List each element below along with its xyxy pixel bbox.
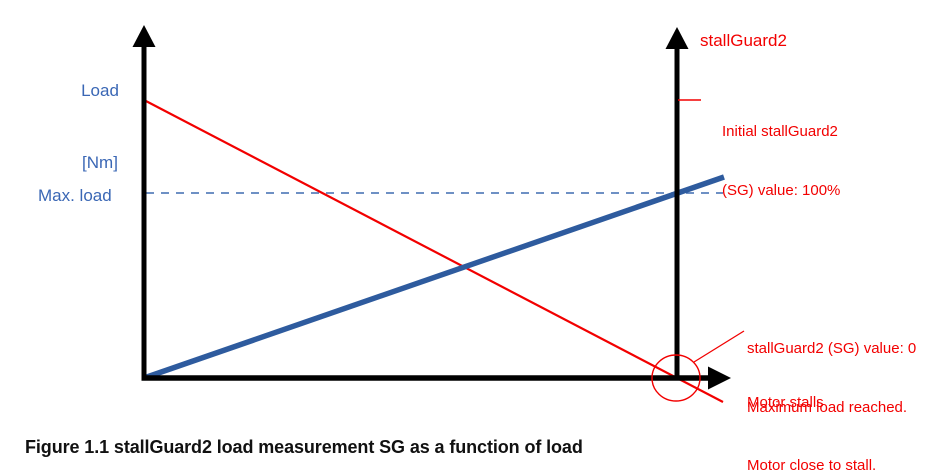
initial-sg-annotation-line2: (SG) value: 100% — [722, 181, 841, 199]
left-axis-title: Load [Nm] — [68, 31, 132, 223]
right-axis-arrowhead-icon — [665, 27, 689, 49]
sg-zero-annotation-line2: Maximum load reached. — [747, 398, 908, 416]
stall-point-circle — [651, 354, 701, 402]
max-load-label: Max. load — [38, 186, 112, 205]
left-axis-title-line1: Load — [81, 81, 119, 100]
load-line — [143, 174, 725, 381]
left-axis-arrowhead-icon — [132, 25, 156, 47]
initial-sg-annotation: Initial stallGuard2 (SG) value: 100% — [722, 83, 840, 239]
initial-sg-annotation-line1: Initial stallGuard2 — [722, 123, 838, 140]
sg-zero-leader-line — [693, 330, 745, 363]
x-axis-arrowhead-icon — [708, 366, 731, 390]
right-axis-title: stallGuard2 — [700, 31, 787, 50]
sg-zero-annotation-line1: stallGuard2 (SG) value: 0 — [747, 340, 917, 357]
sg-zero-annotation: stallGuard2 (SG) value: 0 Maximum load r… — [747, 300, 916, 474]
sg-zero-annotation-line3: Motor close to stall. — [747, 457, 877, 474]
motor-stalls-label: Motor stalls — [747, 394, 824, 411]
stallguard2-line — [143, 99, 724, 403]
left-axis-title-line2: [Nm] — [82, 153, 118, 172]
figure-caption: Figure 1.1 stallGuard2 load measurement … — [25, 437, 583, 457]
